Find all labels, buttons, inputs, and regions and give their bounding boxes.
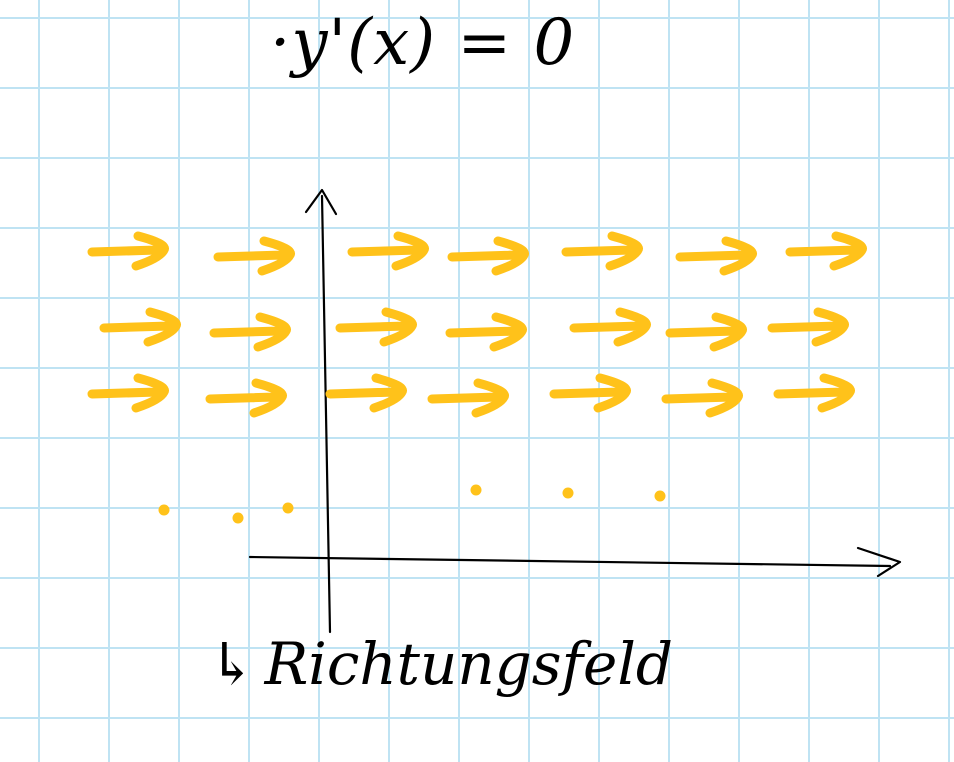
x-axis-arrowhead <box>856 546 902 578</box>
y-axis-arrowhead <box>304 188 338 216</box>
continuation-dots <box>158 484 666 524</box>
continuation-dot <box>232 512 244 524</box>
slope-arrow <box>661 378 743 418</box>
slope-arrow <box>87 231 169 271</box>
slope-arrow <box>213 236 295 276</box>
slope-arrow <box>335 307 417 347</box>
continuation-dot <box>654 490 666 502</box>
caption-label: ↳ Richtungsfeld <box>208 630 673 698</box>
caption-text: Richtungsfeld <box>264 630 674 698</box>
slope-arrow <box>561 231 643 271</box>
slope-arrow <box>767 307 849 347</box>
slope-arrow <box>325 373 407 413</box>
slope-arrow <box>665 312 747 352</box>
slope-arrow <box>99 307 181 347</box>
slope-arrow <box>205 378 287 418</box>
slope-arrow <box>549 373 631 413</box>
slope-arrow <box>209 312 291 352</box>
caption-arrow-marker: ↳ <box>208 630 257 698</box>
slope-arrow <box>87 373 169 413</box>
slope-arrow <box>347 231 429 271</box>
slope-arrow <box>569 307 651 347</box>
y-axis <box>320 194 332 634</box>
slope-arrows <box>87 231 867 418</box>
continuation-dot <box>282 502 294 514</box>
x-axis <box>248 555 892 568</box>
slope-arrow <box>447 236 529 276</box>
continuation-dot <box>470 484 482 496</box>
slope-arrow <box>773 373 855 413</box>
slope-arrow <box>427 378 509 418</box>
slope-arrow <box>445 312 527 352</box>
equation-label: ·y'(x) = 0 <box>270 6 576 80</box>
continuation-dot <box>158 504 170 516</box>
continuation-dot <box>562 487 574 499</box>
slope-arrow <box>675 236 757 276</box>
slope-arrow <box>785 231 867 271</box>
